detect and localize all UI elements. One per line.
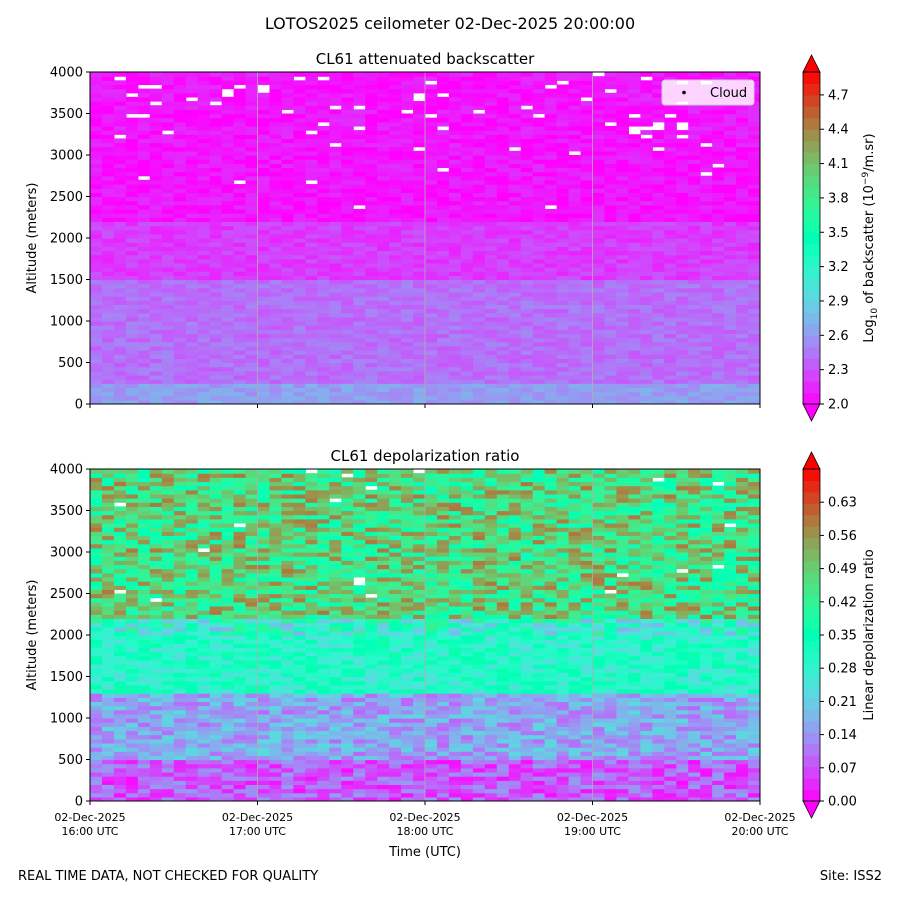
x-tick-label: 02-Dec-2025 — [724, 811, 795, 824]
colorbar-tick-label: 2.6 — [828, 329, 849, 344]
legend-box — [661, 79, 755, 106]
x-tick-label: 02-Dec-2025 — [389, 811, 460, 824]
x-tick-label: 18:00 UTC — [396, 825, 453, 838]
y-tick-label: 3000 — [50, 149, 83, 164]
colorbar-tick-label: 0.21 — [828, 695, 857, 710]
colorbar-tick-label: 0.14 — [828, 728, 857, 743]
figure-title: LOTOS2025 ceilometer 02-Dec-2025 20:00:0… — [264, 14, 636, 33]
panel-title: CL61 depolarization ratio — [331, 447, 520, 465]
y-axis-label: Altitude (meters) — [25, 183, 40, 294]
y-tick-label: 3500 — [50, 107, 83, 122]
colorbar-extend-max — [802, 451, 821, 470]
heatmap-field — [90, 469, 760, 801]
footer-site: Site: ISS2 — [819, 869, 882, 884]
footer-quality-note: REAL TIME DATA, NOT CHECKED FOR QUALITY — [18, 869, 319, 884]
colorbar-tick-label: 3.5 — [828, 226, 849, 241]
colorbar-label: Linear depolarization ratio — [862, 549, 877, 720]
x-tick-label: 02-Dec-2025 — [54, 811, 125, 824]
x-tick-label: 17:00 UTC — [229, 825, 286, 838]
colorbar-tick-label: 2.9 — [828, 294, 849, 309]
y-tick-label: 3500 — [50, 504, 83, 519]
x-axis-label: Time (UTC) — [388, 845, 461, 860]
y-tick-label: 500 — [58, 753, 83, 768]
colorbar-tick-label: 2.0 — [828, 398, 849, 413]
colorbar-tick-label: 0.35 — [828, 629, 857, 644]
x-tick-label: 02-Dec-2025 — [557, 811, 628, 824]
y-tick-label: 2500 — [50, 190, 83, 205]
y-tick-label: 1000 — [50, 315, 83, 330]
colorbar-tick-label: 0.56 — [828, 529, 857, 544]
y-tick-label: 4000 — [50, 463, 83, 478]
colorbar-tick-label: 3.8 — [828, 191, 849, 206]
colorbar-tick-label: 0.63 — [828, 496, 857, 511]
colorbar: 0.00 0.07 0.14 0.21 0.28 0.35 0.42 0.49 0.56 0.63… — [802, 451, 877, 819]
x-tick-label: 19:00 UTC — [564, 825, 621, 838]
colorbar-tick-label: 0.00 — [828, 795, 857, 810]
colorbar-tick-label: 3.2 — [828, 260, 849, 275]
y-tick-label: 4000 — [50, 66, 83, 81]
y-tick-label: 1500 — [50, 670, 83, 685]
colorbar-extend-min — [802, 800, 821, 819]
colorbar-tick-label: 0.42 — [828, 595, 857, 610]
colorbar-label: Log10 of backscatter (10−9/m.sr) — [861, 133, 880, 342]
legend: Cloud — [661, 79, 755, 106]
panel-title: CL61 attenuated backscatter — [316, 50, 535, 68]
y-tick-label: 2500 — [50, 587, 83, 602]
y-tick-label: 1500 — [50, 273, 83, 288]
y-tick-label: 1000 — [50, 712, 83, 727]
colorbar-tick-label: 4.4 — [828, 123, 849, 138]
colorbar-tick-label: 0.49 — [828, 562, 857, 577]
colorbar-tick-label: 2.3 — [828, 363, 849, 378]
y-tick-label: 0 — [75, 795, 83, 810]
y-axis-label: Altitude (meters) — [25, 580, 40, 691]
legend-entry: Cloud — [710, 86, 747, 101]
colorbar-tick-label: 4.1 — [828, 157, 849, 172]
y-tick-label: 2000 — [50, 629, 83, 644]
y-tick-label: 3000 — [50, 546, 83, 561]
colorbar: 2.0 2.3 2.6 2.9 3.2 3.5 3.8 4.1 4.4 4.7 Log10 of b… — [802, 54, 880, 422]
x-tick-label: 02-Dec-2025 — [222, 811, 293, 824]
colorbar-tick-label: 4.7 — [828, 88, 849, 103]
colorbar-tick-label: 0.07 — [828, 761, 857, 776]
x-tick-label: 16:00 UTC — [61, 825, 118, 838]
y-tick-label: 0 — [75, 398, 83, 413]
x-tick-label: 20:00 UTC — [731, 825, 788, 838]
colorbar-extend-max — [802, 54, 821, 73]
colorbar-tick-label: 0.28 — [828, 662, 857, 677]
colorbar-extend-min — [802, 403, 821, 422]
y-tick-label: 2000 — [50, 232, 83, 247]
legend-marker — [682, 90, 686, 95]
y-tick-label: 500 — [58, 356, 83, 371]
